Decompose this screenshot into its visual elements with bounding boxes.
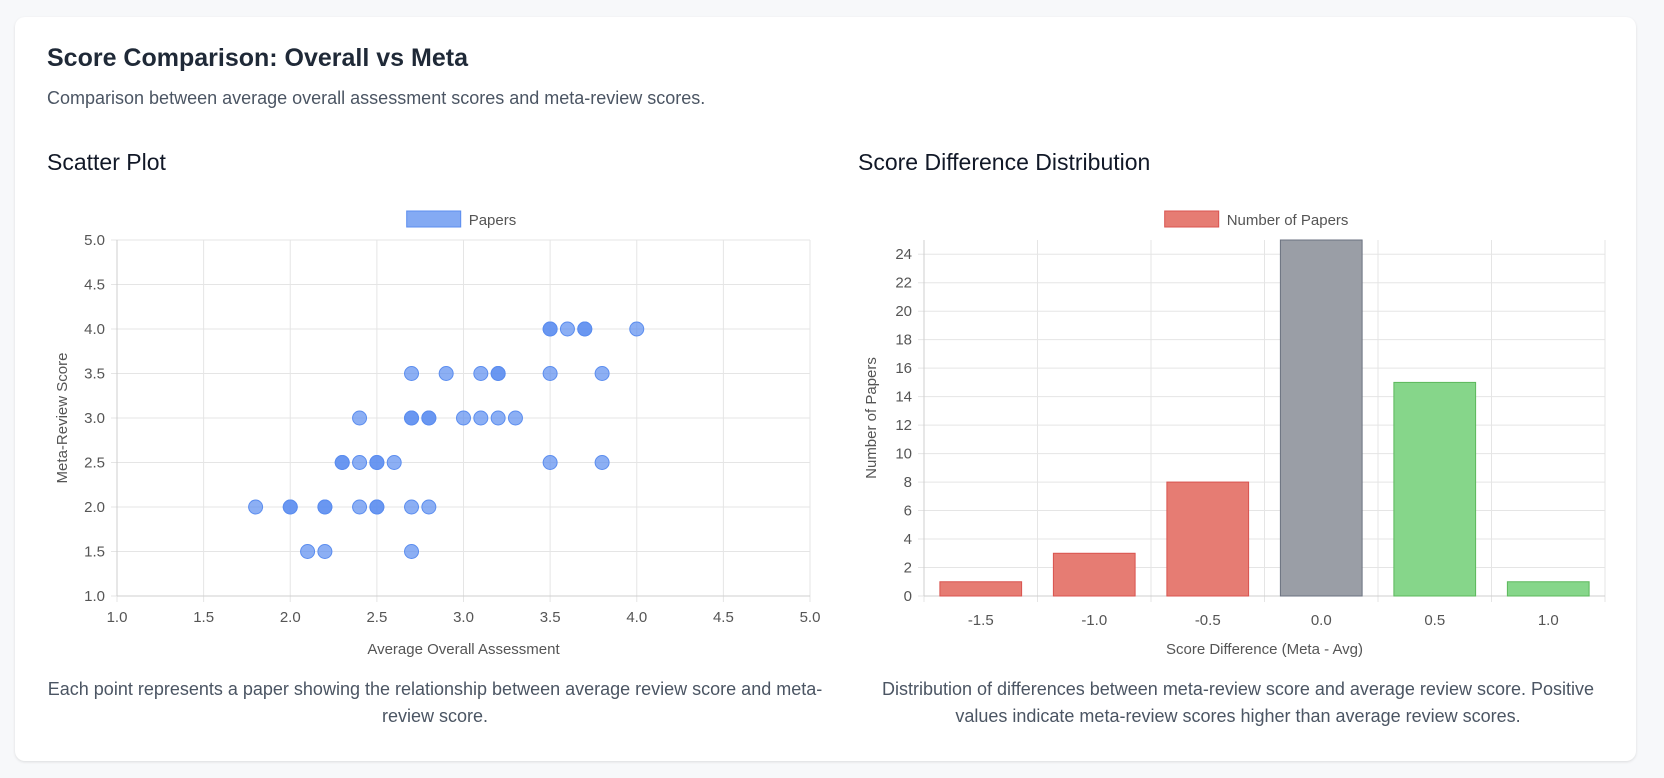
- scatter-point: [404, 544, 420, 559]
- y-tick-label: 2: [904, 560, 912, 577]
- y-tick-label: 1.5: [84, 544, 105, 561]
- scatter-point: [300, 544, 316, 559]
- scatter-point: [490, 410, 506, 426]
- x-axis-title: Average Overall Assessment: [367, 641, 560, 658]
- scatter-point: [369, 455, 385, 470]
- score-comparison-card: [15, 17, 1636, 761]
- x-tick-label: 3.0: [453, 609, 474, 626]
- scatter-point: [334, 455, 350, 470]
- y-tick-label: 1.0: [84, 588, 105, 605]
- x-tick-label: 2.5: [366, 609, 387, 626]
- x-tick-label: 4.5: [713, 609, 734, 626]
- bar: [1052, 552, 1136, 597]
- y-tick-label: 10: [895, 446, 912, 463]
- bar: [1393, 381, 1477, 597]
- bar: [1506, 581, 1590, 597]
- y-tick-label: 18: [895, 332, 912, 349]
- scatter-point: [473, 410, 489, 426]
- scatter-point: [542, 455, 558, 470]
- scatter-point: [248, 499, 264, 515]
- scatter-point: [352, 499, 368, 515]
- y-tick-label: 2.5: [84, 455, 105, 472]
- scatter-point: [369, 499, 385, 515]
- y-tick-label: 3.0: [84, 410, 105, 427]
- bar: [939, 581, 1023, 597]
- legend-swatch: [406, 210, 462, 228]
- y-tick-label: 4.0: [84, 321, 105, 338]
- y-tick-label: 22: [895, 275, 912, 292]
- y-tick-label: 12: [895, 417, 912, 434]
- scatter-point: [404, 366, 420, 381]
- y-tick-label: 2.0: [84, 499, 105, 516]
- x-tick-label: 0.5: [1424, 612, 1445, 629]
- bar-legend: Number of Papers: [1164, 210, 1349, 229]
- scatter-point: [594, 455, 610, 470]
- x-tick-label: 1.0: [107, 609, 128, 626]
- scatter-point: [542, 366, 558, 381]
- scatter-point: [317, 544, 333, 559]
- y-tick-label: 6: [904, 503, 912, 520]
- x-tick-label: 1.0: [1538, 612, 1559, 629]
- scatter-point: [421, 410, 437, 426]
- scatter-point: [577, 321, 593, 337]
- scatter-section-title: Scatter Plot: [47, 149, 166, 175]
- y-axis-title: Number of Papers: [863, 357, 880, 479]
- y-tick-label: 20: [895, 303, 912, 320]
- y-tick-label: 0: [904, 588, 912, 605]
- legend-label: Number of Papers: [1227, 212, 1349, 229]
- scatter-point: [404, 410, 420, 426]
- scatter-point: [404, 499, 420, 515]
- scatter-point: [352, 455, 368, 470]
- x-axis-title: Score Difference (Meta - Avg): [1166, 641, 1363, 658]
- scatter-point: [421, 499, 437, 515]
- scatter-point: [594, 366, 610, 381]
- legend-swatch: [1164, 210, 1220, 228]
- scatter-point: [629, 321, 645, 337]
- bar: [1279, 239, 1363, 597]
- x-tick-label: 3.5: [540, 609, 561, 626]
- y-tick-label: 14: [895, 389, 912, 406]
- scatter-point: [490, 366, 506, 381]
- scatter-point: [438, 366, 454, 381]
- x-tick-label: 0.0: [1311, 612, 1332, 629]
- page-title: Score Comparison: Overall vs Meta: [47, 44, 468, 72]
- scatter-point: [282, 499, 298, 515]
- y-tick-label: 8: [904, 474, 912, 491]
- x-tick-label: 4.0: [626, 609, 647, 626]
- y-tick-label: 5.0: [84, 232, 105, 249]
- x-tick-label: 1.5: [193, 609, 214, 626]
- scatter-legend: Papers: [406, 210, 517, 229]
- y-tick-label: 16: [895, 360, 912, 377]
- scatter-point: [352, 410, 368, 426]
- x-tick-label: 2.0: [280, 609, 301, 626]
- y-tick-label: 4: [904, 531, 912, 548]
- y-tick-label: 4.5: [84, 277, 105, 294]
- bar-section-title: Score Difference Distribution: [858, 149, 1151, 175]
- page-subtitle: Comparison between average overall asses…: [47, 88, 706, 108]
- bar-chart: Number of Papers024681012141618202224-1.…: [863, 210, 1606, 658]
- scatter-point: [456, 410, 471, 426]
- bar: [1166, 481, 1250, 597]
- y-tick-label: 24: [895, 246, 912, 263]
- scatter-chart: Papers 1.0 1.5 2.0 2.5 3.0 3.5 4.0 4.5 5.0 1.0 1.5 2…: [54, 210, 821, 658]
- scatter-point: [542, 321, 558, 337]
- scatter-point: [559, 321, 575, 337]
- scatter-point: [386, 455, 402, 470]
- scatter-point: [507, 410, 523, 426]
- y-axis-title: Meta-Review Score: [54, 353, 71, 484]
- x-tick-label: 5.0: [800, 609, 821, 626]
- scatter-point: [317, 499, 333, 515]
- x-tick-label: -0.5: [1195, 612, 1221, 629]
- y-tick-label: 3.5: [84, 366, 105, 383]
- x-tick-label: -1.0: [1081, 612, 1107, 629]
- x-tick-label: -1.5: [968, 612, 994, 629]
- scatter-point: [473, 366, 489, 381]
- bar-caption: Distribution of differences between meta…: [881, 679, 1594, 726]
- scatter-caption: Each point represents a paper showing th…: [47, 679, 823, 726]
- legend-label: Papers: [469, 212, 517, 229]
